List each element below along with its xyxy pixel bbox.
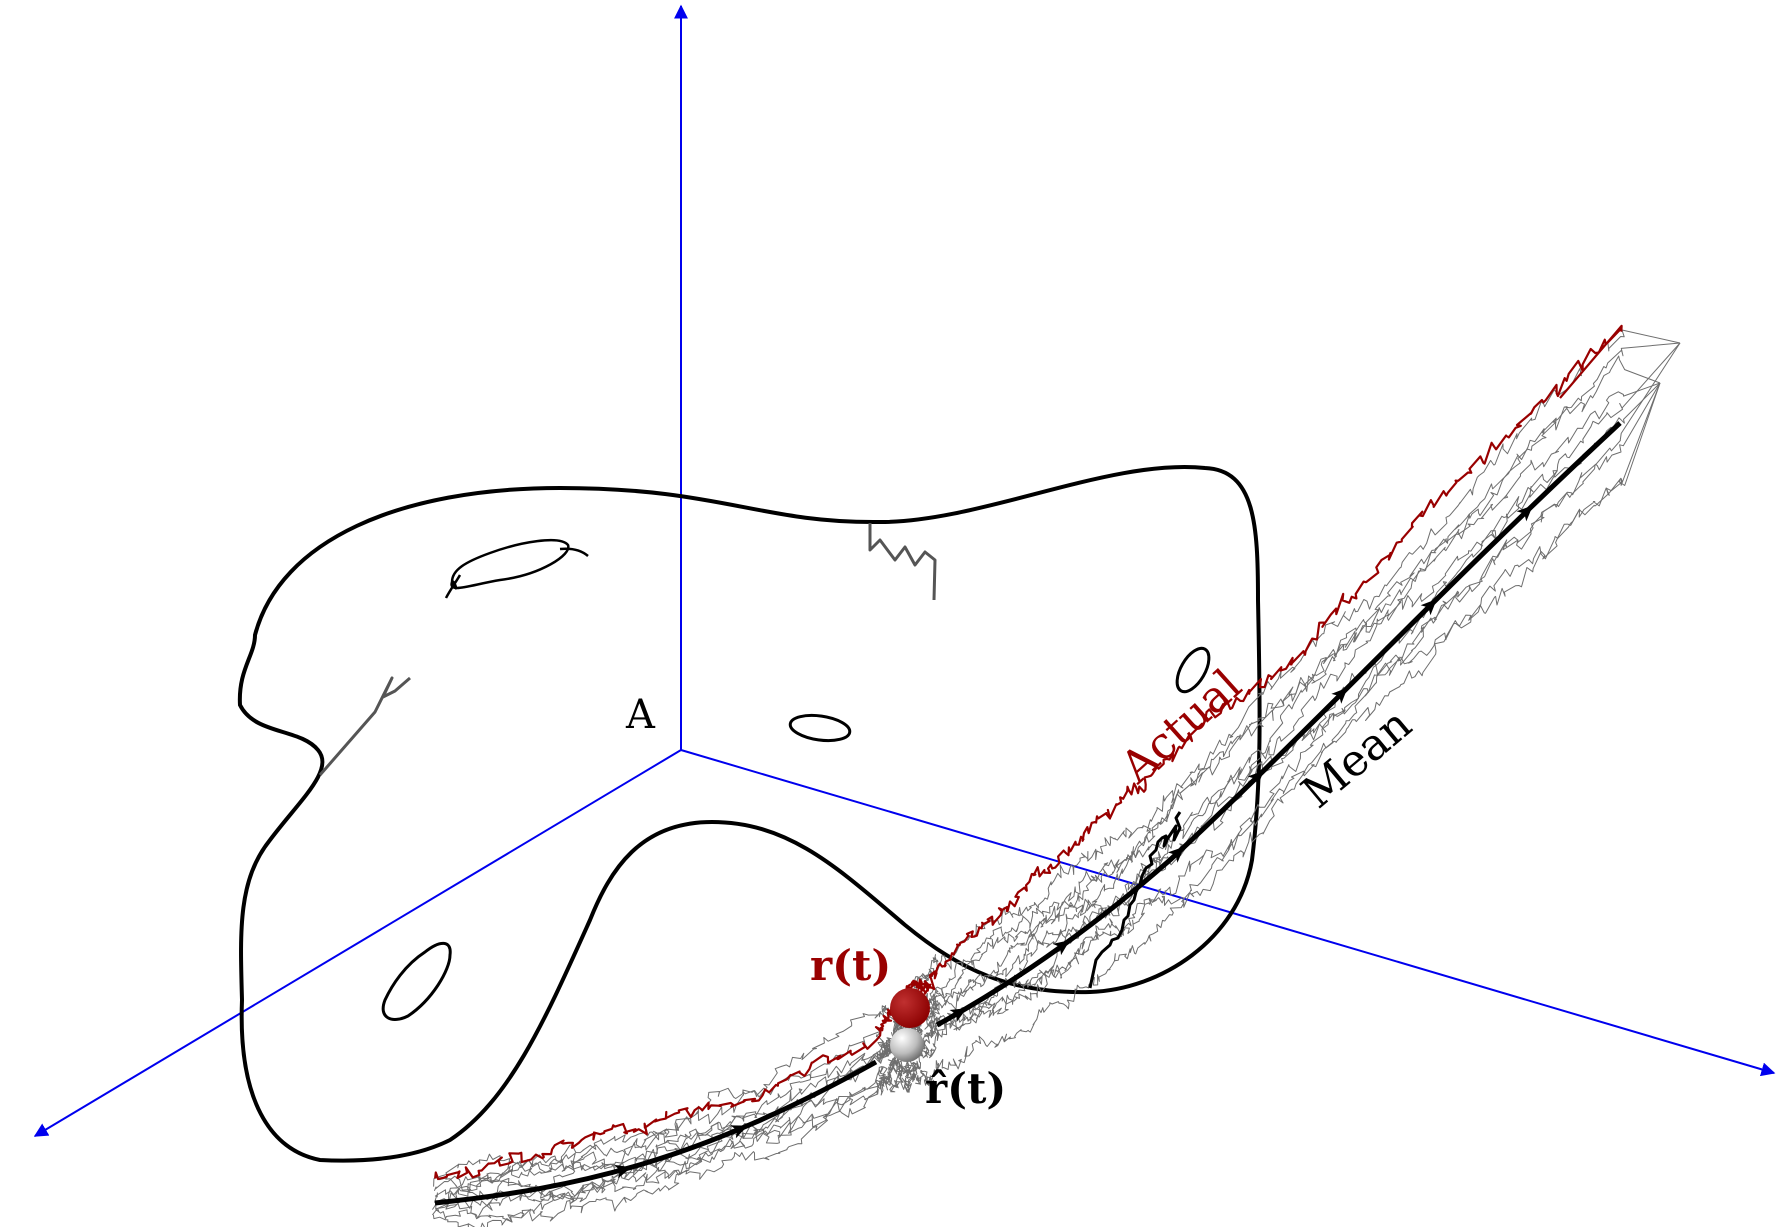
- estimated-position-label: r̂(t): [925, 1064, 1006, 1113]
- fragment-left: [318, 676, 411, 776]
- region-a-boundary: [237, 465, 1262, 1163]
- sample-path: [432, 382, 1661, 1223]
- mean-arrowhead: [949, 1008, 967, 1023]
- sample-path: [434, 382, 1661, 1203]
- mean-arrowhead: [1167, 846, 1185, 863]
- sample-path: [433, 355, 1661, 1196]
- jagged-fragments: [318, 523, 937, 776]
- hole-top-left-tail-b: [559, 547, 589, 557]
- mean-arrowhead: [1247, 770, 1265, 787]
- hole-bottom-left: [381, 941, 452, 1021]
- actual-position-label: r(t): [810, 941, 891, 990]
- region-a-label: A: [625, 692, 656, 738]
- sample-paths: [431, 329, 1681, 1227]
- mean-arrowhead: [1420, 598, 1437, 616]
- mean-path-segment-1: [434, 1059, 878, 1206]
- x-axis: [33, 749, 682, 1137]
- mean-arrowhead: [1331, 687, 1348, 704]
- y-axis: [680, 749, 1776, 1077]
- sample-path: [432, 382, 1661, 1227]
- hole-top-left-tail-a: [444, 574, 462, 599]
- mean-arrowhead: [730, 1125, 748, 1139]
- mean-arrowhead: [1516, 505, 1533, 522]
- sample-path: [434, 342, 1681, 1201]
- sample-path: [435, 382, 1661, 1206]
- hole-center: [788, 713, 852, 743]
- sample-path: [437, 342, 1681, 1193]
- hole-right: [1175, 646, 1211, 694]
- actual-path: [434, 324, 1623, 1181]
- sample-path: [435, 342, 1681, 1213]
- mean-arrowhead: [1052, 940, 1070, 956]
- mean-direction-arrows: [614, 505, 1533, 1179]
- estimated-position-marker: [890, 1028, 924, 1062]
- mean-curve-label: Mean: [1292, 699, 1421, 819]
- mean-path-segment-2: [935, 421, 1622, 1028]
- fragment-top: [868, 523, 937, 601]
- sample-path: [431, 382, 1661, 1219]
- sample-path: [433, 329, 1681, 1187]
- axes: [33, 4, 1776, 1137]
- actual-curve-label: Actual: [1110, 660, 1251, 794]
- mean-arrowhead: [614, 1164, 632, 1179]
- hole-top-left: [450, 538, 570, 590]
- actual-position-marker: [890, 988, 930, 1028]
- inner-holes: [381, 538, 1211, 1021]
- black-sample-path: [1088, 811, 1182, 989]
